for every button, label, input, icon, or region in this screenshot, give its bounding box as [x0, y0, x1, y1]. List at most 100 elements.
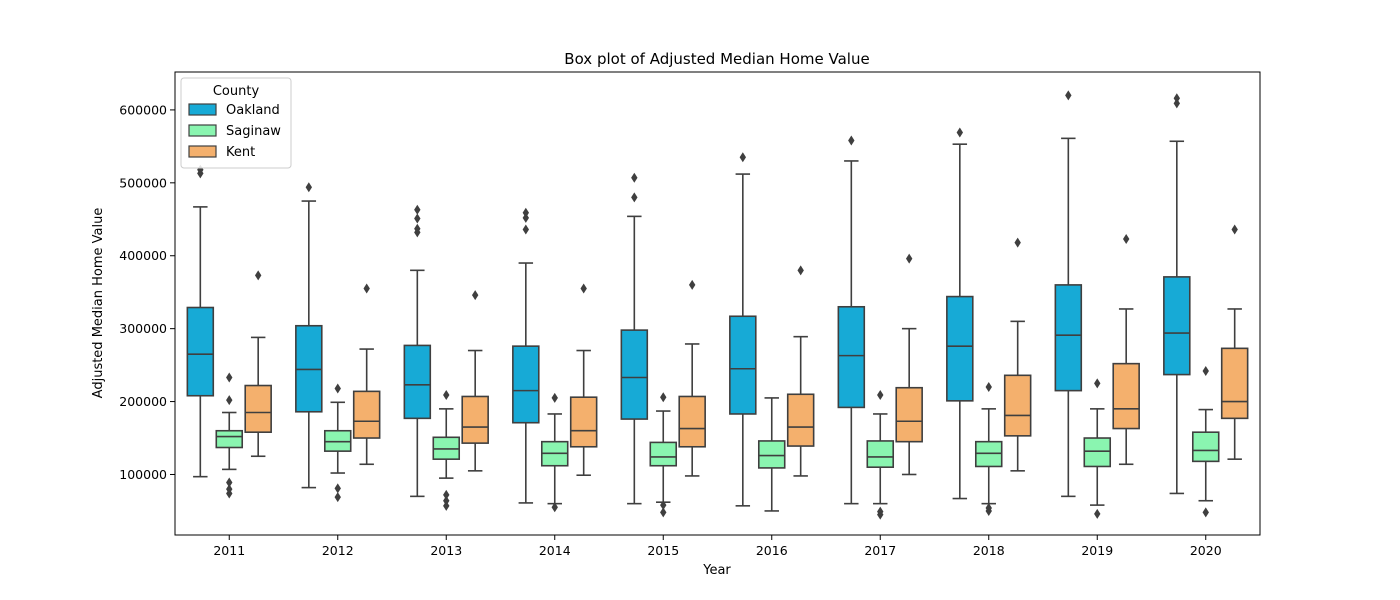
y-axis-label: Adjusted Median Home Value — [91, 208, 106, 399]
outlier-point — [905, 253, 913, 264]
axes: 100000 200000 300000 400000 500000 600000 2011… — [119, 71, 1261, 558]
box-oakland-2018 — [946, 127, 974, 500]
outlier-point — [1094, 378, 1101, 389]
outlier-point — [1202, 507, 1209, 518]
outlier-point — [226, 395, 233, 406]
x-tick-label: 2011 — [213, 543, 245, 558]
legend-title: County — [213, 84, 260, 99]
outlier-point — [305, 182, 313, 193]
outlier-point — [443, 500, 450, 511]
x-axis-label: Year — [702, 563, 731, 578]
outlier-point — [551, 502, 558, 513]
legend-swatch-oakland — [188, 103, 217, 116]
legend: County Oakland Saginaw Kent — [180, 77, 292, 169]
outlier-point — [1094, 508, 1101, 519]
outlier-point — [363, 283, 370, 294]
box-oakland-2015 — [620, 172, 649, 505]
outlier-point — [660, 507, 667, 518]
box-oakland-2020 — [1163, 93, 1191, 495]
box-iqr — [403, 344, 432, 420]
y-tick-label: 400000 — [119, 248, 167, 263]
outlier-point — [1065, 90, 1072, 101]
y-tick-label: 200000 — [119, 394, 167, 409]
outlier-point — [551, 392, 558, 403]
plot-area — [186, 90, 1249, 520]
box-kent-2020 — [1220, 224, 1249, 460]
box-kent-2014 — [569, 283, 598, 477]
legend-label-kent: Kent — [226, 145, 255, 160]
legend-label-saginaw: Saginaw — [226, 124, 281, 139]
x-tick-label: 2016 — [756, 543, 788, 558]
box-iqr — [946, 295, 974, 402]
chart-title: Box plot of Adjusted Median Home Value — [564, 50, 869, 68]
outlier-point — [985, 503, 992, 514]
box-oakland-2013 — [403, 204, 432, 498]
box-iqr — [1220, 347, 1249, 420]
box-saginaw-2011 — [215, 372, 244, 499]
box-saginaw-2020 — [1191, 365, 1220, 518]
outlier-point — [1173, 98, 1181, 109]
outlier-point — [334, 492, 341, 503]
outlier-point — [877, 390, 884, 401]
y-tick-label: 300000 — [119, 321, 167, 336]
outlier-point — [254, 270, 262, 281]
box-iqr — [244, 384, 272, 433]
y-tick-label: 600000 — [119, 102, 167, 117]
outlier-point — [580, 283, 587, 294]
box-iqr — [786, 393, 815, 447]
box-iqr — [569, 396, 598, 448]
box-kent-2012 — [352, 283, 381, 466]
legend-swatch-kent — [188, 145, 217, 158]
x-tick-label: 2014 — [539, 543, 571, 558]
box-oakland-2012 — [295, 182, 323, 489]
outlier-point — [660, 500, 667, 511]
outlier-point — [226, 477, 233, 488]
box-iqr — [461, 395, 489, 444]
x-tick-label: 2013 — [430, 543, 462, 558]
box-iqr — [1191, 431, 1220, 463]
box-iqr — [352, 390, 381, 439]
box-iqr — [757, 440, 786, 469]
outlier-point — [1173, 93, 1181, 104]
box-kent-2016 — [786, 265, 815, 477]
box-saginaw-2016 — [757, 397, 786, 512]
outlier-point — [631, 172, 638, 183]
outlier-point — [660, 392, 667, 403]
outlier-point — [226, 484, 233, 495]
box-iqr — [678, 395, 706, 448]
x-tick-label: 2017 — [864, 543, 896, 558]
box-oakland-2017 — [837, 135, 866, 505]
y-tick-label: 500000 — [119, 175, 167, 190]
outlier-point — [443, 495, 450, 506]
outlier-point — [443, 390, 450, 401]
box-saginaw-2018 — [974, 381, 1003, 516]
outlier-point — [226, 372, 233, 383]
outlier-point — [797, 265, 804, 276]
box-iqr — [620, 329, 649, 420]
box-iqr — [895, 386, 923, 443]
box-iqr — [215, 429, 244, 449]
box-saginaw-2015 — [649, 392, 678, 518]
outlier-point — [1202, 365, 1209, 376]
outlier-point — [1122, 233, 1130, 244]
outlier-point — [334, 383, 341, 394]
outlier-point — [877, 506, 884, 517]
box-iqr — [1112, 362, 1140, 430]
box-oakland-2019 — [1054, 90, 1083, 498]
outlier-point — [1231, 224, 1238, 235]
outlier-point — [688, 279, 696, 290]
box-kent-2018 — [1003, 237, 1032, 472]
box-iqr — [649, 441, 678, 467]
x-tick-label: 2015 — [647, 543, 679, 558]
outlier-point — [414, 223, 421, 234]
outlier-point — [522, 212, 530, 223]
outlier-point — [471, 290, 479, 301]
box-iqr — [837, 305, 866, 409]
outlier-point — [522, 224, 530, 235]
box-iqr — [1163, 276, 1191, 376]
box-kent-2011 — [244, 270, 272, 458]
outlier-point — [956, 127, 964, 138]
box-oakland-2011 — [186, 164, 215, 478]
box-iqr — [866, 440, 895, 468]
